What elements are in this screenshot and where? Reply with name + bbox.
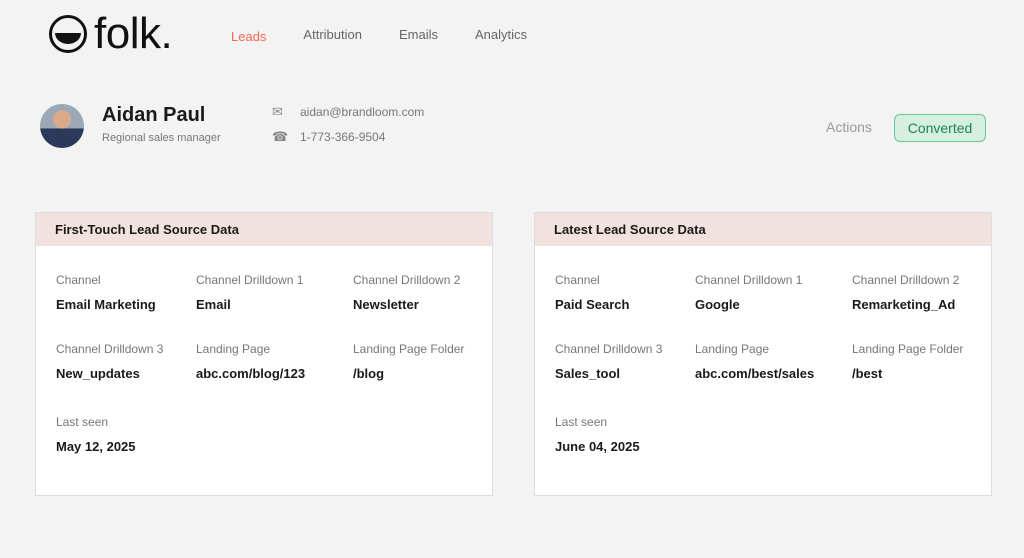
field-label: Landing Page [695,342,770,356]
field: Channel Drilldown 1 Email [196,273,303,312]
field-label: Channel Drilldown 3 [555,342,663,356]
email-row: ✉ aidan@brandloom.com [272,104,424,120]
nav-leads[interactable]: Leads [231,29,267,44]
logo-icon [49,15,87,53]
mail-icon: ✉ [272,104,283,119]
field: Channel Drilldown 2 Newsletter [353,273,460,312]
nav-analytics[interactable]: Analytics [474,27,528,42]
field-label: Landing Page Folder [852,342,964,356]
profile-name: Aidan Paul [102,104,206,126]
field-label: Channel [56,273,101,287]
phone-icon: ☎ [272,129,289,144]
field-value: Sales_tool [555,366,621,381]
field-value: Remarketing_Ad [852,297,956,312]
field-label: Last seen [56,415,109,429]
field-value: abc.com/blog/123 [196,366,306,381]
avatar [40,104,84,148]
field-value: New_updates [56,366,140,381]
field: Channel Drilldown 3 New_updates [56,342,163,381]
field: Landing Page Folder/best [852,342,963,381]
field-label: Last seen [555,415,608,429]
field-value: abc.com/best/sales [695,366,815,381]
field-label: Channel Drilldown 2 [353,273,461,287]
field: Channel Drilldown 3 Sales_tool [555,342,662,381]
card-title: First-Touch Lead Source Data [36,213,492,246]
field-value: Email Marketing [56,297,156,312]
first-touch-lead-source-card: First-Touch Lead Source Data Channel Email… [35,212,493,496]
field-value: June 04, 2025 [555,439,640,454]
phone[interactable]: 1-773-366-9504 [300,130,386,144]
profile-role: Regional sales manager [102,132,221,144]
status-badge[interactable]: Converted [894,114,986,142]
field-label: Channel [555,273,600,287]
field-label: Landing Page [196,342,271,356]
field-value: May 12, 2025 [56,439,136,454]
nav-attribution[interactable]: Attribution [303,27,362,42]
email[interactable]: aidan@brandloom.com [300,105,425,119]
nav-emails[interactable]: Emails [398,27,438,42]
field-label: Landing Page Folder [353,342,465,356]
brand-name: folk. [94,9,173,58]
field: Last seen May 12, 2025 [56,415,136,454]
field-label: Channel Drilldown 3 [56,342,164,356]
phone-row: ☎ 1-773-366-9504 [272,129,385,145]
field-value: /best [852,366,883,381]
field: Landing Page abc.com/best/sales [695,342,814,381]
field: Channel Paid Search [555,273,629,312]
field: Landing Page abc.com/blog/123 [196,342,305,381]
field: Last seen June 04, 2025 [555,415,640,454]
field: Channel Email Marketing [56,273,156,312]
field-label: Channel Drilldown 2 [852,273,960,287]
field: Channel Drilldown 2 Remarketing_Ad [852,273,959,312]
field-label: Channel Drilldown 1 [196,273,304,287]
field-value: Newsletter [353,297,419,312]
field-label: Channel Drilldown 1 [695,273,803,287]
card-title: Latest Lead Source Data [535,213,991,246]
logo[interactable]: folk. [48,9,173,58]
field-value: /blog [353,366,385,381]
field-value: Google [695,297,740,312]
actions-button[interactable]: Actions [826,119,872,135]
field: Landing Page Folder/blog [353,342,464,381]
main-nav: Leads Attribution Emails Analytics [231,27,564,44]
latest-lead-source-card: Latest Lead Source Data Channel Paid Searc… [534,212,992,496]
field-value: Email [196,297,231,312]
field: Channel Drilldown 1 Google [695,273,802,312]
field-value: Paid Search [555,297,630,312]
